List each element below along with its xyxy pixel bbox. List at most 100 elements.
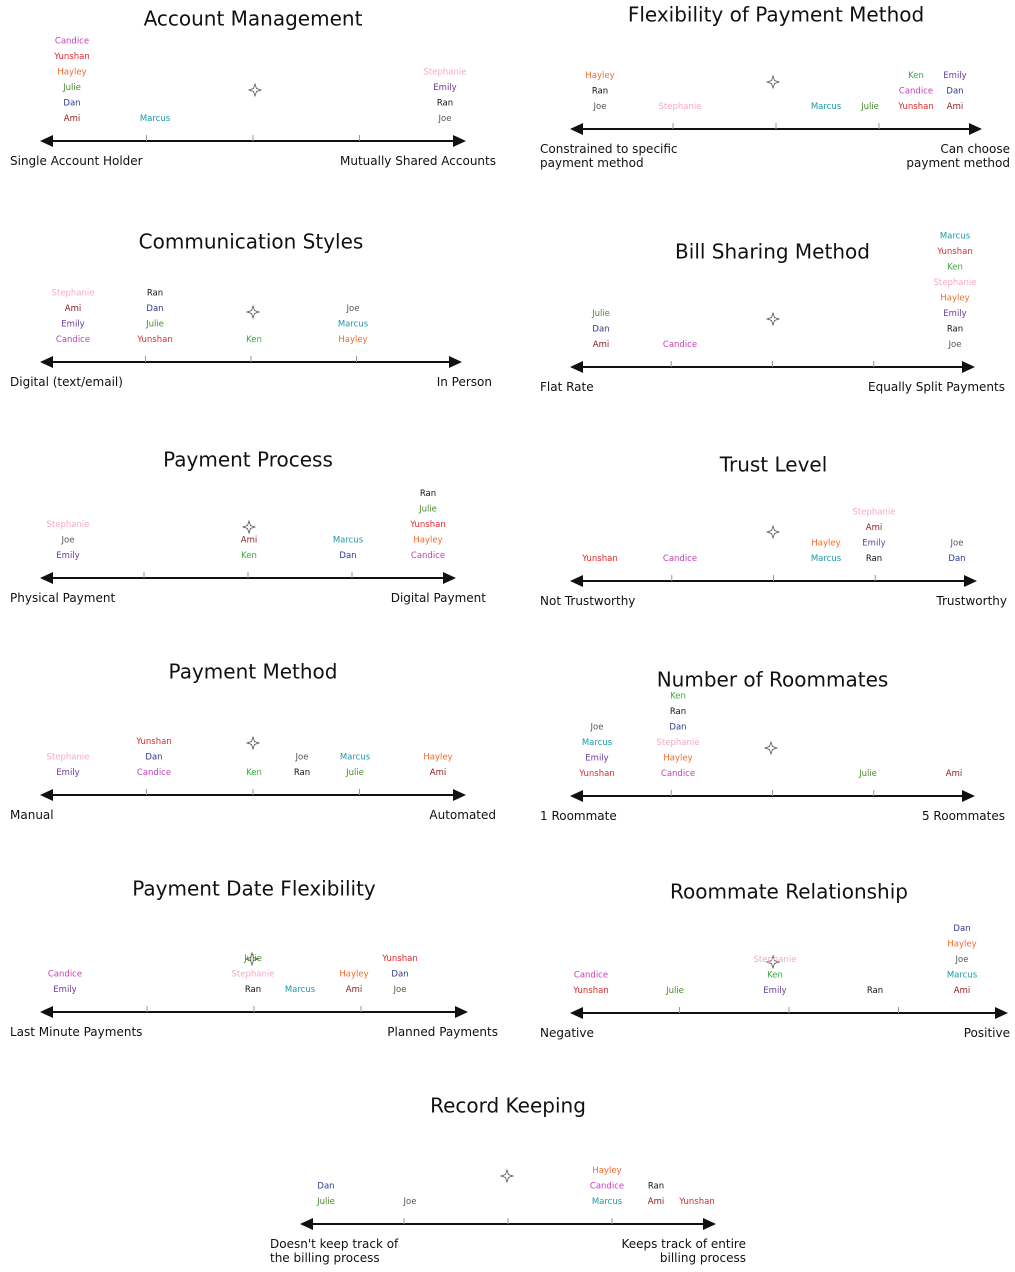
person-name: Joe (403, 1197, 417, 1207)
person-name: Julie (243, 954, 262, 964)
left-end-label: Doesn't keep track of (270, 1237, 399, 1251)
person-name: Dan (339, 551, 356, 561)
person-name: Julie (62, 83, 81, 93)
person-name: Candice (411, 551, 445, 561)
person-name: Hayley (413, 536, 442, 546)
person-name: Hayley (338, 335, 367, 345)
panel-title: Payment Date Flexibility (132, 877, 376, 901)
person-name: Dan (592, 325, 609, 335)
panel-title: Account Management (144, 7, 363, 31)
person-name: Yunshan (381, 954, 417, 964)
person-name: Marcus (338, 320, 369, 330)
axis-arrow-left (40, 356, 53, 368)
person-name: Ami (430, 768, 446, 778)
person-name: Marcus (811, 554, 842, 564)
person-name: Emily (943, 71, 966, 81)
person-name: Ami (346, 985, 362, 995)
person-name: Candice (574, 971, 608, 981)
right-end-label: Mutually Shared Accounts (340, 154, 496, 168)
person-name: Candice (55, 37, 89, 47)
person-name: Ran (420, 489, 436, 499)
person-name: Emily (943, 309, 966, 319)
person-name: Dan (146, 304, 163, 314)
person-name: Joe (438, 114, 452, 124)
person-name: Julie (858, 769, 877, 779)
person-name: Ami (954, 986, 970, 996)
right-end-label: billing process (660, 1251, 746, 1265)
person-name: Joe (295, 753, 309, 763)
center-star (499, 1168, 515, 1184)
person-name: Ken (246, 768, 262, 778)
person-name: Ami (866, 523, 882, 533)
person-name: Ken (246, 335, 262, 345)
left-end-label: payment method (540, 156, 644, 170)
axis-arrow-left (570, 361, 583, 373)
person-name: Julie (145, 320, 164, 330)
left-end-label: Manual (10, 808, 54, 822)
axis-arrow-right (969, 123, 982, 135)
right-end-label: Planned Payments (387, 1025, 498, 1039)
axis-arrow-left (40, 135, 53, 147)
axis-arrow-right (962, 790, 975, 802)
person-name: Dan (669, 723, 686, 733)
right-end-label: Equally Split Payments (868, 380, 1005, 394)
person-name: Joe (61, 536, 75, 546)
person-name: Emily (585, 754, 608, 764)
person-name: Dan (391, 970, 408, 980)
person-name: Joe (955, 955, 969, 965)
person-name: Dan (948, 554, 965, 564)
left-end-label: Physical Payment (10, 591, 115, 605)
axis-arrow-right (453, 789, 466, 801)
left-end-label: Constrained to specific (540, 142, 678, 156)
person-name: Ami (947, 102, 963, 112)
person-name: Dan (946, 87, 963, 97)
center-star (765, 524, 781, 540)
person-name: Hayley (585, 71, 614, 81)
person-name: Julie (665, 986, 684, 996)
left-end-label: Single Account Holder (10, 154, 143, 168)
person-name: Marcus (340, 753, 371, 763)
person-name: Stephanie (47, 520, 90, 530)
axis-arrow-right (449, 356, 462, 368)
left-end-label: Negative (540, 1026, 594, 1040)
person-name: Emily (862, 539, 885, 549)
axis-arrow-right (453, 135, 466, 147)
person-name: Joe (393, 985, 407, 995)
person-name: Ran (245, 985, 261, 995)
person-name: Emily (56, 551, 79, 561)
person-name: Joe (590, 723, 604, 733)
person-name: Marcus (285, 985, 316, 995)
panel-title: Bill Sharing Method (675, 240, 870, 264)
person-name: Dan (145, 753, 162, 763)
panel-title: Number of Roommates (657, 668, 889, 692)
person-name: Emily (53, 985, 76, 995)
person-name: Yunshan (136, 335, 172, 345)
person-name: Hayley (811, 539, 840, 549)
person-name: Ken (241, 551, 257, 561)
person-name: Julie (591, 309, 610, 319)
person-name: Yunshan (135, 737, 171, 747)
center-star (245, 735, 261, 751)
person-name: Candice (48, 970, 82, 980)
axis-arrow-left (570, 790, 583, 802)
axis-arrow-right (703, 1218, 716, 1230)
person-name: Stephanie (934, 278, 977, 288)
person-name: Ran (437, 99, 453, 109)
person-name: Ran (294, 768, 310, 778)
person-name: Joe (346, 304, 360, 314)
person-name: Candice (590, 1182, 624, 1192)
person-name: Marcus (592, 1197, 623, 1207)
person-name: Emily (763, 986, 786, 996)
right-end-label: Automated (429, 808, 496, 822)
person-name: Ken (908, 71, 924, 81)
person-name: Stephanie (657, 738, 700, 748)
person-name: Yunshan (578, 769, 614, 779)
person-name: Ami (946, 769, 962, 779)
person-name: Joe (950, 539, 964, 549)
person-name: Hayley (940, 294, 969, 304)
person-name: Dan (953, 924, 970, 934)
person-name: Stephanie (52, 289, 95, 299)
axis-arrow-left (40, 789, 53, 801)
person-name: Marcus (811, 102, 842, 112)
axis-arrow-right (964, 575, 977, 587)
